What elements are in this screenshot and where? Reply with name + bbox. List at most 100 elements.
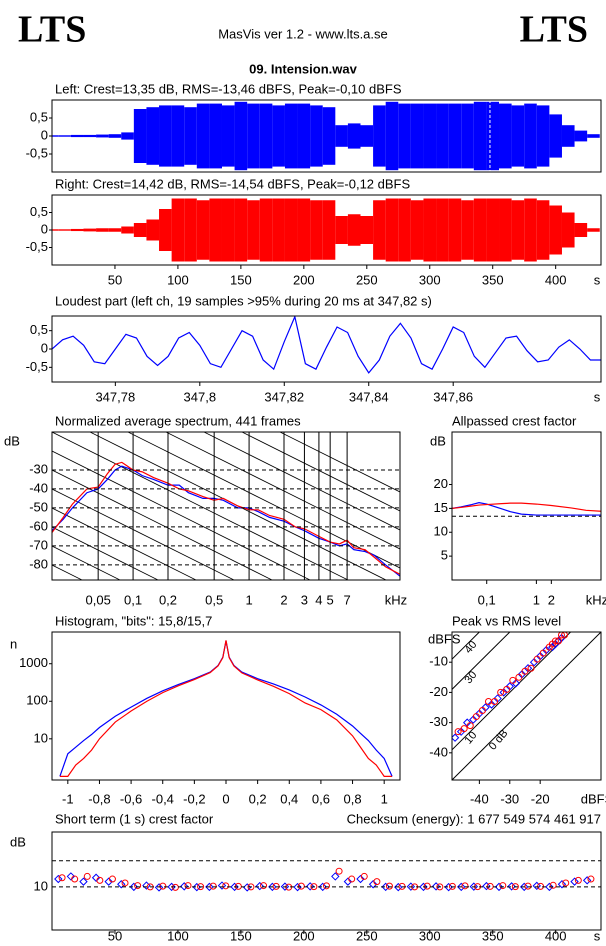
x-tick-label: 347,78	[95, 389, 135, 404]
y-tick-label: 1000	[19, 655, 48, 670]
waveform-segment	[171, 198, 185, 262]
waveform-segment	[184, 198, 197, 262]
waveform-segment	[284, 198, 298, 262]
crest-line-label: 40	[462, 639, 479, 656]
slope-line	[52, 603, 400, 777]
point	[527, 664, 535, 672]
crest-line	[452, 632, 572, 751]
waveform-segment	[511, 200, 525, 260]
slope-line	[52, 641, 400, 815]
x-tick-label: 0,2	[249, 791, 267, 806]
x-tick-label: 347,86	[433, 389, 473, 404]
x-tick-label: -40	[470, 791, 489, 806]
point	[108, 875, 116, 883]
x-tick-label: -0,8	[88, 791, 110, 806]
series-line	[52, 461, 400, 575]
waveform-segment	[461, 200, 474, 260]
point	[519, 882, 529, 892]
waveform-segment	[499, 103, 512, 169]
waveform-segment	[448, 103, 462, 169]
slope-line	[52, 545, 121, 580]
waveform-segment	[398, 198, 411, 262]
point	[456, 727, 466, 736]
waveform-segment	[360, 216, 374, 244]
waveform-segment	[259, 198, 273, 262]
y-tick-label: 0	[41, 127, 48, 142]
point	[79, 877, 88, 886]
point	[272, 882, 280, 890]
crest-line	[452, 632, 601, 780]
point	[524, 882, 532, 890]
waveform-segment	[159, 105, 172, 167]
waveform-segment	[247, 103, 260, 169]
point	[242, 883, 252, 892]
waveform-segment	[58, 135, 71, 137]
waveform-segment	[587, 228, 600, 232]
point	[448, 882, 456, 890]
y-tick-label: 20	[434, 476, 448, 491]
point	[348, 875, 356, 883]
point	[184, 882, 192, 890]
point	[570, 877, 579, 886]
waveform-segment	[247, 200, 260, 260]
waveform-segment	[58, 229, 71, 231]
y-tick-label: 10	[34, 730, 48, 745]
point	[461, 882, 469, 890]
point	[66, 872, 76, 881]
point	[532, 881, 541, 891]
x-tick-label: 5	[327, 592, 334, 607]
waveform-segment	[486, 198, 500, 262]
x-tick-label: 347,8	[184, 389, 217, 404]
waveform-segment	[574, 223, 588, 237]
slope-line	[52, 432, 349, 580]
panel-title: Short term (1 s) crest factor	[55, 811, 214, 826]
waveform-segment	[549, 114, 562, 158]
point	[154, 883, 164, 892]
point	[537, 882, 545, 890]
x-tick-label: 1	[381, 791, 388, 806]
waveform-segment	[436, 103, 449, 169]
waveform-segment	[310, 105, 323, 167]
plot	[59, 640, 393, 777]
point	[343, 877, 353, 886]
panel-title: Left: Crest=13,35 dB, RMS=-13,46 dBFS, P…	[55, 81, 402, 96]
app-title: MasVis ver 1.2 - www.lts.a.se	[218, 26, 388, 41]
waveform-segment	[486, 101, 500, 171]
y-tick-label: 15	[434, 500, 448, 515]
point	[209, 882, 217, 890]
waveform-segment	[70, 228, 84, 232]
point	[511, 679, 521, 688]
x-tick-label: -30	[500, 791, 519, 806]
point	[323, 882, 330, 890]
waveform-segment	[473, 101, 487, 171]
point	[247, 883, 255, 891]
slope-line	[52, 526, 159, 580]
point	[356, 874, 365, 884]
waveform-segment	[410, 200, 424, 260]
point	[305, 882, 315, 891]
plot	[452, 502, 601, 517]
waveform-segment	[511, 105, 525, 167]
x-tick-label: 0,4	[280, 791, 298, 806]
y-tick-label: 10	[434, 524, 448, 539]
point	[91, 873, 101, 882]
waveform-segment	[108, 134, 122, 138]
waveform-segment	[561, 212, 575, 248]
point	[497, 688, 505, 696]
y-axis-label: n	[10, 636, 17, 651]
waveform-segment	[574, 130, 588, 142]
point	[104, 877, 113, 886]
waveform-segment	[398, 103, 411, 169]
slope-line	[203, 432, 400, 531]
file-name: 09. Intension.wav	[249, 61, 357, 76]
waveform-segment	[385, 101, 399, 171]
x-tick-label: 350	[482, 272, 504, 287]
waveform-segment	[133, 223, 147, 237]
waveform-segment	[499, 198, 512, 262]
waveform-segment	[96, 134, 109, 138]
point	[398, 882, 406, 890]
waveform-segment	[448, 198, 462, 262]
waveform-segment	[536, 200, 550, 260]
x-tick-label: 4	[315, 592, 322, 607]
